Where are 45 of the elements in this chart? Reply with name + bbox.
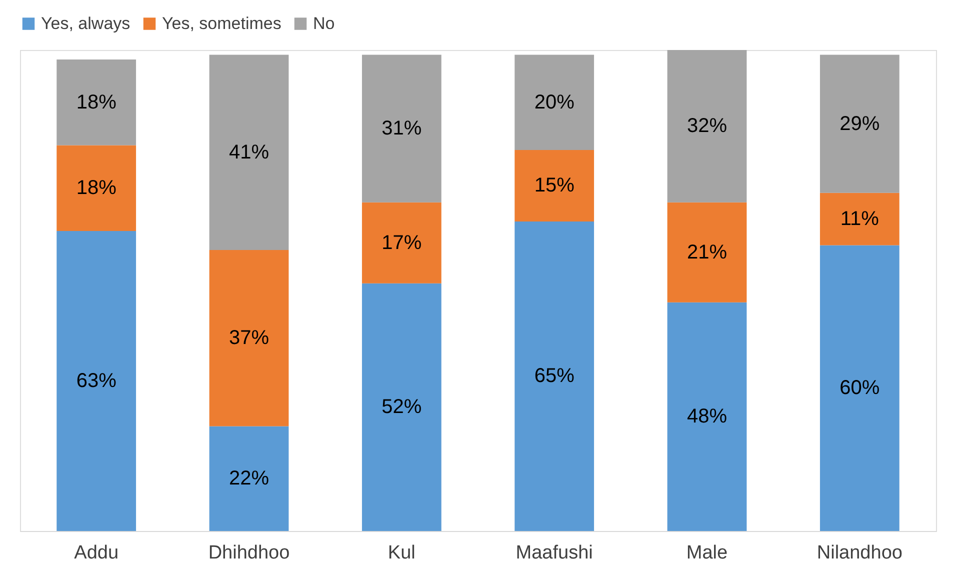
- data-label: 37%: [228, 327, 270, 350]
- x-tick-label: Kul: [388, 542, 416, 564]
- data-label: 41%: [228, 141, 270, 164]
- x-tick-label: Addu: [74, 542, 119, 564]
- data-label: 31%: [382, 118, 422, 140]
- x-tick-label: Nilandhoo: [816, 542, 902, 564]
- x-tick-label: Dhihdhoo: [208, 542, 290, 564]
- data-label: 48%: [686, 406, 728, 428]
- bar: [209, 250, 289, 426]
- bar: [667, 302, 747, 531]
- legend-label: Yes, always: [41, 14, 130, 33]
- data-label: 21%: [686, 241, 728, 264]
- data-label: 52%: [382, 396, 422, 418]
- data-label: 32%: [686, 115, 728, 138]
- bar: [667, 202, 747, 302]
- data-label: 18%: [76, 177, 117, 200]
- bar: [514, 150, 594, 222]
- bar: [362, 202, 442, 284]
- data-label: 65%: [534, 365, 575, 388]
- data-label: 15%: [534, 174, 575, 197]
- data-label: 18%: [76, 91, 117, 114]
- bar: [56, 145, 136, 231]
- legend-label: Yes, sometimes: [162, 14, 282, 33]
- bar: [820, 245, 900, 531]
- bar: [514, 54, 594, 150]
- x-tick-label: Maafushi: [516, 542, 593, 564]
- bar: [514, 221, 594, 531]
- bar: [362, 283, 442, 531]
- bar: [362, 54, 442, 202]
- bar: [820, 54, 900, 193]
- data-label: 17%: [382, 232, 422, 254]
- bar: [820, 192, 900, 246]
- x-tick-label: Male: [686, 542, 728, 564]
- bar: [209, 54, 289, 250]
- bar: [56, 60, 136, 146]
- bar: [667, 50, 747, 202]
- legend-label: No: [313, 14, 335, 33]
- data-label: 63%: [76, 370, 117, 392]
- data-label: 22%: [228, 468, 270, 490]
- data-label: 60%: [840, 377, 880, 400]
- data-label: 11%: [840, 208, 880, 230]
- data-label: 20%: [534, 91, 575, 114]
- bar: [209, 426, 289, 531]
- bar: [56, 230, 136, 531]
- data-label: 29%: [840, 112, 880, 135]
